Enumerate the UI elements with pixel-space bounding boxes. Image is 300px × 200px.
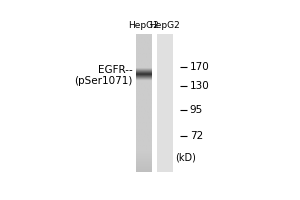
Text: (pSer1071): (pSer1071) xyxy=(74,76,133,86)
Text: HepG2: HepG2 xyxy=(128,21,159,30)
Text: 95: 95 xyxy=(190,105,203,115)
Text: 170: 170 xyxy=(190,62,209,72)
Text: HepG2: HepG2 xyxy=(149,21,180,30)
Text: (kD): (kD) xyxy=(175,153,196,163)
Text: 72: 72 xyxy=(190,131,203,141)
Text: EGFR--: EGFR-- xyxy=(98,65,133,75)
Text: 130: 130 xyxy=(190,81,209,91)
